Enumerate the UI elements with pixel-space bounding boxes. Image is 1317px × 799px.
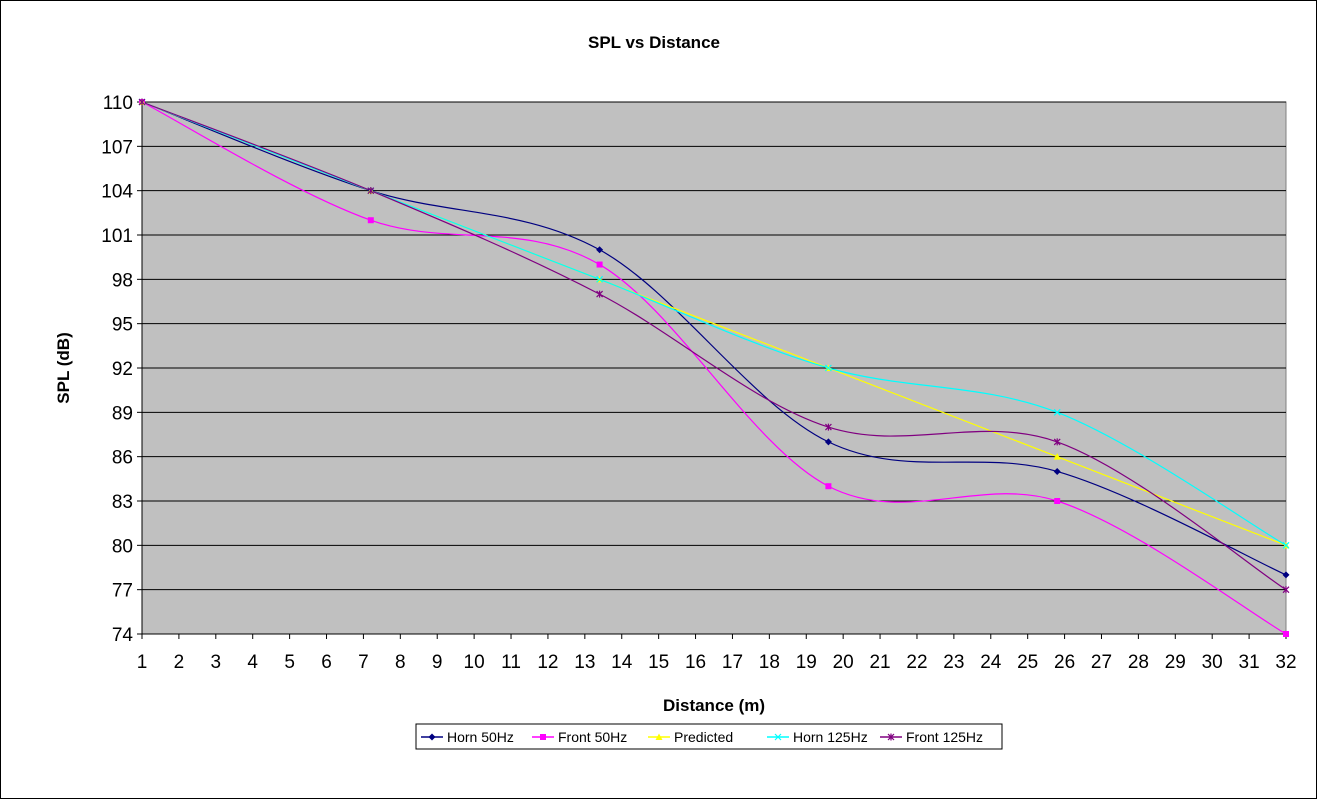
data-point-front-50hz: [1054, 498, 1061, 504]
legend-marker: [428, 733, 436, 741]
x-axis-title: Distance (m): [663, 696, 765, 715]
y-tick-label: 77: [112, 581, 133, 602]
data-point-horn-50hz: [824, 438, 832, 446]
data-point-front-50hz: [1283, 631, 1289, 637]
x-tick-label: 8: [395, 652, 406, 673]
legend-box: [415, 723, 1003, 750]
marker-layer: [138, 98, 1290, 637]
data-point-front-125hz: [824, 423, 832, 431]
legend-marker: [655, 733, 663, 740]
data-point-horn-125hz: [1282, 541, 1290, 549]
legend-label: Front 50Hz: [558, 729, 627, 745]
x-tick-label: 17: [722, 652, 743, 673]
x-tick-label: 9: [432, 652, 443, 673]
x-tick-label: 1: [137, 652, 148, 673]
y-tick-label: 101: [101, 226, 133, 247]
x-tick-label: 15: [648, 652, 669, 673]
series-line-horn-50hz: [141, 101, 1287, 576]
legend-marker: [540, 734, 546, 740]
x-tick-label: 19: [796, 652, 817, 673]
x-tick-label: 6: [321, 652, 332, 673]
x-tick-label: 18: [759, 652, 780, 673]
data-point-front-125hz: [138, 98, 146, 106]
x-tick-label: 11: [501, 652, 521, 673]
y-tick-label: 86: [112, 448, 133, 469]
x-tick-label: 24: [980, 652, 1002, 673]
y-tick-label: 104: [101, 182, 133, 203]
x-tick-label: 26: [1054, 652, 1075, 673]
legend-label: Predicted: [674, 729, 733, 745]
data-point-front-125hz: [1282, 586, 1290, 594]
x-tick-label: 4: [247, 652, 258, 673]
y-axis-title: SPL (dB): [54, 332, 73, 403]
data-point-front-50hz: [596, 261, 603, 268]
data-point-horn-125hz: [1053, 408, 1061, 416]
x-tick-label: 7: [358, 652, 369, 673]
x-tick-label: 16: [685, 652, 706, 673]
x-tick-label: 25: [1017, 652, 1038, 673]
data-point-predicted: [1053, 453, 1061, 460]
series-line-front-50hz: [141, 101, 1287, 635]
x-tick-label: 23: [943, 652, 964, 673]
x-tick-label: 22: [906, 652, 927, 673]
data-point-horn-125hz: [596, 275, 604, 283]
data-point-front-125hz: [1053, 438, 1061, 446]
x-tick-label: 31: [1239, 652, 1260, 673]
legend-item-predicted: Predicted: [648, 729, 733, 745]
series-line-front-125hz: [141, 101, 1287, 591]
data-point-horn-50hz: [1282, 571, 1290, 579]
x-tick-label: 12: [537, 652, 558, 673]
x-tick-label: 2: [174, 652, 185, 673]
legend-label: Front 125Hz: [906, 729, 983, 745]
data-point-front-50hz: [825, 483, 832, 490]
legend-item-horn-125hz: Horn 125Hz: [767, 729, 868, 745]
legend-marker: [887, 733, 895, 741]
data-point-horn-125hz: [824, 364, 832, 372]
x-tick-label: 10: [464, 652, 485, 673]
data-point-front-125hz: [596, 290, 604, 298]
legend-marker: [774, 733, 782, 741]
grid-lines: [142, 101, 1286, 591]
legend-label: Horn 125Hz: [793, 729, 868, 745]
x-tick-label: 27: [1091, 652, 1112, 673]
data-point-front-125hz: [367, 187, 375, 195]
y-tick-label: 89: [112, 403, 133, 424]
y-tick-label: 83: [112, 492, 133, 513]
x-tick-label: 29: [1165, 652, 1186, 673]
x-tick-label: 3: [211, 652, 222, 673]
data-point-front-50hz: [367, 217, 374, 224]
x-tick-label: 30: [1202, 652, 1223, 673]
data-point-horn-50hz: [1053, 467, 1061, 475]
x-tick-label: 32: [1275, 652, 1296, 673]
y-tick-label: 80: [112, 536, 133, 557]
y-tick-label: 110: [103, 93, 133, 114]
y-tick-label: 95: [112, 315, 133, 336]
data-point-horn-50hz: [596, 246, 604, 254]
y-tick-label: 92: [112, 359, 133, 380]
legend-item-horn-50hz: Horn 50Hz: [421, 729, 514, 745]
legend: Horn 50Hz Front 50Hz Predicted Horn 125Hz Fr…: [415, 723, 1003, 750]
x-tick-label: 14: [611, 652, 633, 673]
x-tick-label: 20: [833, 652, 854, 673]
legend-item-front-125hz: Front 125Hz: [880, 729, 983, 745]
y-tick-label: 74: [112, 625, 134, 646]
x-tick-label: 5: [284, 652, 295, 673]
x-tick-label: 21: [869, 652, 890, 673]
chart-title: SPL vs Distance: [588, 33, 720, 52]
y-tick-label: 98: [112, 270, 133, 291]
x-tick-label: 13: [574, 652, 595, 673]
x-tick-label: 28: [1128, 652, 1149, 673]
legend-label: Horn 50Hz: [447, 729, 514, 745]
series-layer: [141, 101, 1287, 635]
legend-item-front-50hz: Front 50Hz: [532, 729, 627, 745]
y-tick-label: 107: [101, 137, 133, 158]
